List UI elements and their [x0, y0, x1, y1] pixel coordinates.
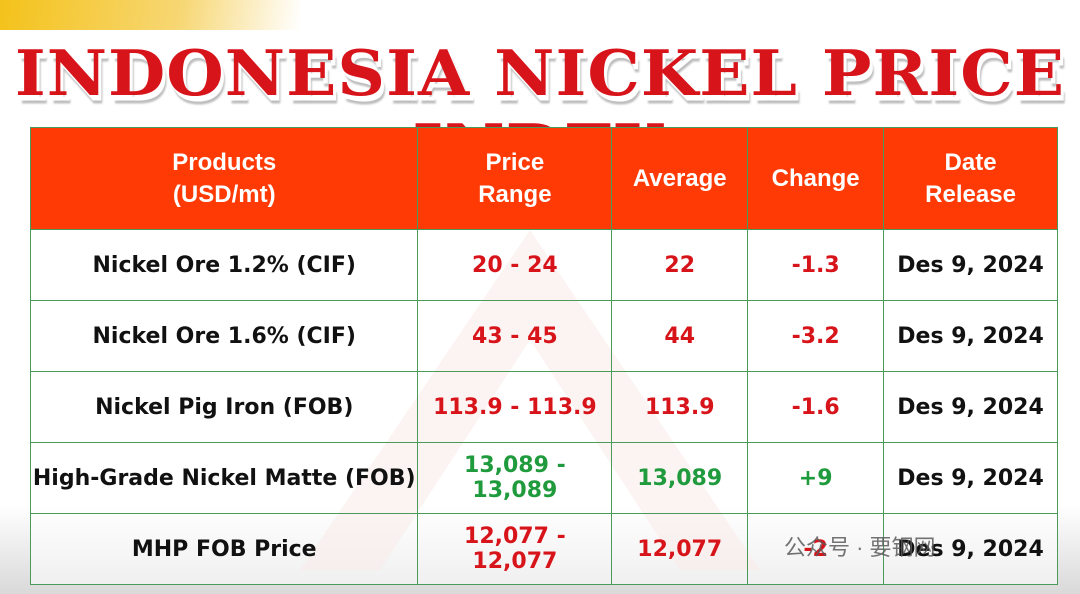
table-body: Nickel Ore 1.2% (CIF) 20 - 24 22 -1.3 Des 9,… [29, 229, 1058, 585]
header-cell: Average [611, 127, 749, 230]
table-cell: MHP FOB Price [29, 513, 419, 585]
table-cell: 12,077 - 12,077 [417, 513, 613, 585]
table-cell: 13,089 [611, 442, 749, 514]
header-text: Products [172, 148, 277, 176]
table-row: Nickel Ore 1.6% (CIF) 43 - 45 44 -3.2 Des 9,… [29, 300, 1058, 372]
header-cell: Price Range [417, 127, 613, 230]
header-text: Average [632, 164, 727, 192]
watermark: 公众号 · 要钢网 [784, 535, 936, 560]
table-cell: -1.6 [747, 371, 885, 443]
table-cell: 43 - 45 [417, 300, 613, 372]
table-cell: -2 [747, 513, 885, 585]
table-cell: 20 - 24 [417, 229, 613, 301]
table-cell: -1.3 [747, 229, 885, 301]
table-row: MHP FOB Price 12,077 - 12,077 12,077 -2 Des … [29, 513, 1058, 585]
table-row: High-Grade Nickel Matte (FOB) 13,089 - 13… [29, 442, 1058, 514]
header-row: Products (USD/mt) Price Range Average Change D… [29, 127, 1058, 230]
header-text: Range [478, 180, 552, 208]
table-cell: Nickel Ore 1.6% (CIF) [29, 300, 419, 372]
table-cell: Des 9, 2024 [883, 442, 1058, 514]
table-cell: 13,089 - 13,089 [417, 442, 613, 514]
header-text: Date [944, 148, 997, 176]
table-cell: High-Grade Nickel Matte (FOB) [29, 442, 419, 514]
table-row: Nickel Pig Iron (FOB) 113.9 - 113.9 113.9-… [29, 371, 1058, 443]
header-cell: Date Release [883, 127, 1058, 230]
header-cell: Change [747, 127, 885, 230]
header-cell: Products (USD/mt) [29, 127, 419, 230]
table-row: Nickel Ore 1.2% (CIF) 20 - 24 22 -1.3 Des 9,… [29, 229, 1058, 301]
table-cell: 113.9 [611, 371, 749, 443]
table-cell: Nickel Pig Iron (FOB) [29, 371, 419, 443]
table-cell: +9 [747, 442, 885, 514]
table-cell: 22 [611, 229, 749, 301]
table-cell: Des 9, 2024 [883, 513, 1058, 585]
table-cell: 12,077 [611, 513, 749, 585]
header-text: Price [485, 148, 545, 176]
table-cell: Nickel Ore 1.2% (CIF) [29, 229, 419, 301]
header-text: (USD/mt) [172, 180, 276, 208]
table-cell: 44 [611, 300, 749, 372]
table-cell: Des 9, 2024 [883, 229, 1058, 301]
header-text: Release [925, 180, 1016, 208]
table-cell: 113.9 - 113.9 [417, 371, 613, 443]
table-cell: Des 9, 2024 [883, 371, 1058, 443]
table-cell: -3.2 [747, 300, 885, 372]
table-cell: Des 9, 2024 [883, 300, 1058, 372]
header-text: Change [771, 164, 860, 192]
top-band [0, 0, 300, 30]
price-table: Products (USD/mt) Price Range Average Change D… [29, 127, 1058, 585]
